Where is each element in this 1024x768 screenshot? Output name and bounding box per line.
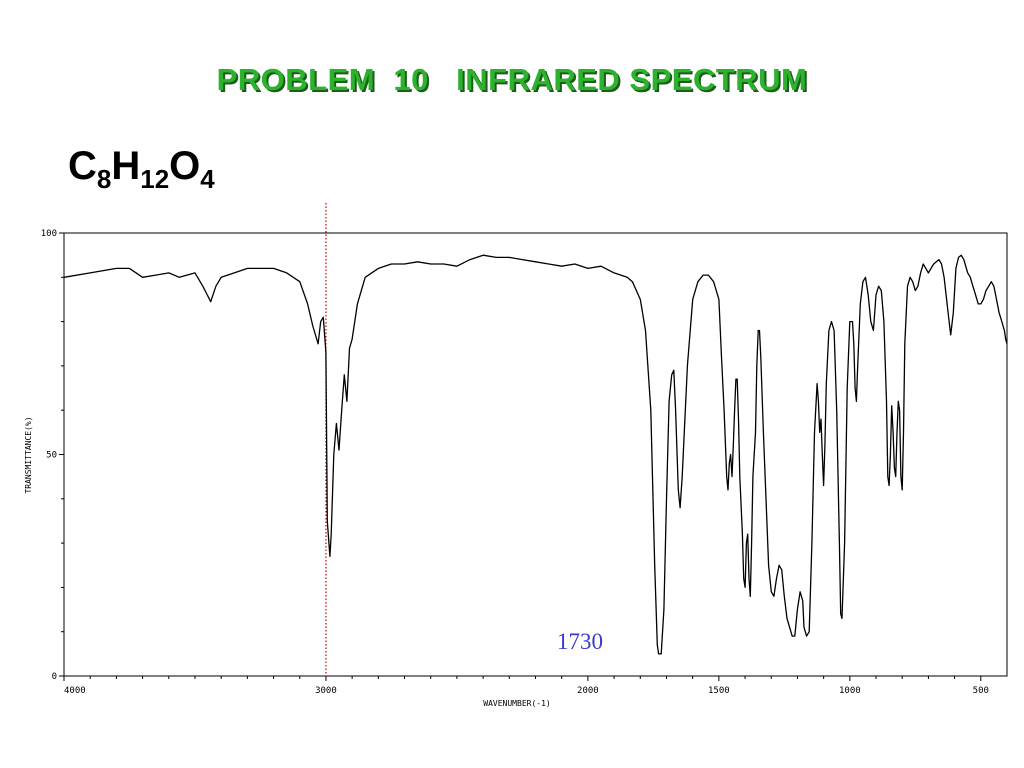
plot-frame bbox=[63, 232, 1008, 677]
formula-element-carbon: C bbox=[68, 144, 97, 188]
spectrum-line bbox=[63, 254, 1008, 655]
x-tick-label: 500 bbox=[973, 686, 989, 696]
formula-count-carbon: 8 bbox=[96, 164, 112, 194]
x-tick-label: 3000 bbox=[315, 686, 337, 696]
y-tick-label: 100 bbox=[41, 229, 57, 239]
x-tick-label: 4000 bbox=[64, 686, 86, 696]
formula-count-oxygen: 4 bbox=[200, 164, 215, 194]
x-axis-label: WAVENUMBER(-1) bbox=[483, 699, 550, 708]
peak-annotation-1730: 1730 bbox=[557, 629, 603, 654]
formula-element-oxygen: O bbox=[169, 144, 201, 188]
y-tick-label: 0 bbox=[52, 672, 57, 682]
x-tick-label: 2000 bbox=[577, 686, 599, 696]
y-axis-label: TRANSMITTANCE(%) bbox=[24, 416, 33, 493]
x-tick-label: 1500 bbox=[708, 686, 730, 696]
formula-element-hydrogen: H bbox=[111, 144, 141, 188]
slide-title: PROBLEM 10 INFRARED SPECTRUM bbox=[216, 62, 808, 97]
y-tick-label: 50 bbox=[46, 451, 57, 461]
formula-count-hydrogen: 12 bbox=[140, 164, 170, 194]
x-tick-label: 1000 bbox=[839, 686, 861, 696]
molecular-formula: C8H12O4 bbox=[68, 144, 215, 195]
